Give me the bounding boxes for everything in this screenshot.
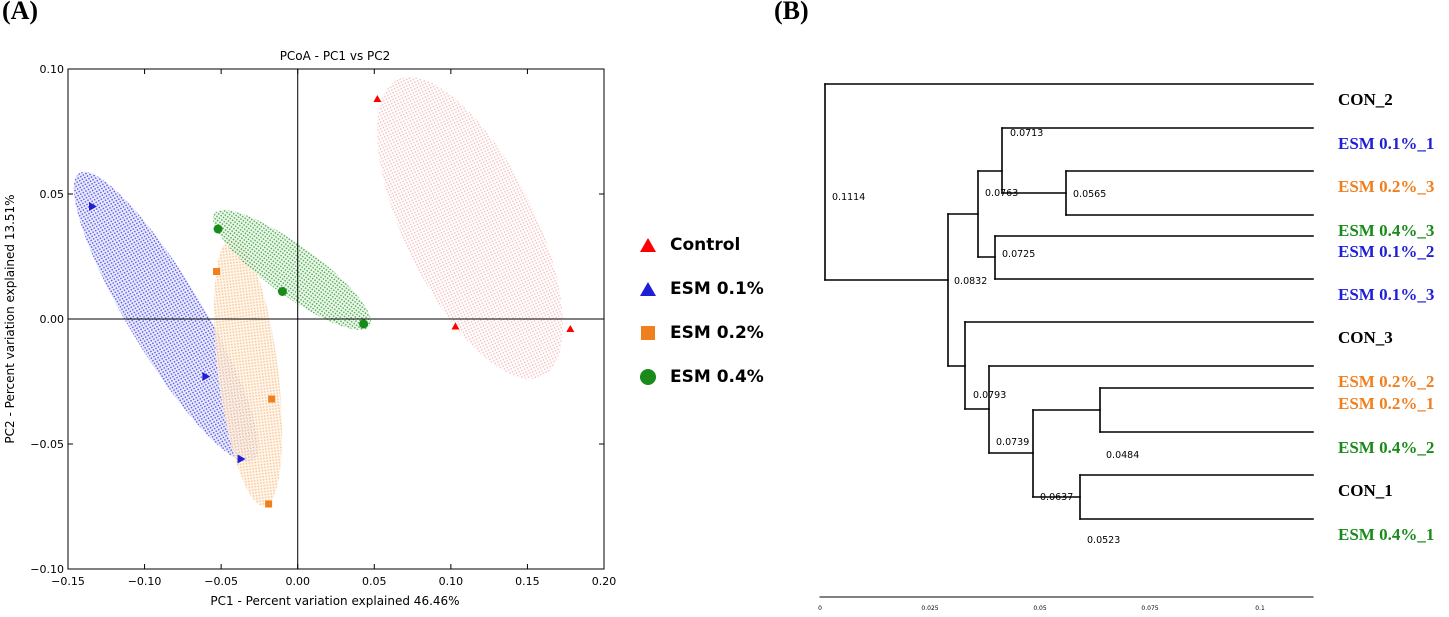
pcoa-xtick-label: 0.20 [592,575,617,588]
pcoa-xtick-label: −0.10 [128,575,162,588]
pcoa-point-esm-0-2- [265,500,273,508]
dendro-leaf-label: CON_1 [1338,481,1393,500]
pcoa-title: PCoA - PC1 vs PC2 [280,49,391,63]
dendro-node-label: 0.0739 [996,437,1029,448]
legend-label-esm02: ESM 0.2% [670,323,764,343]
pcoa-xtick-label: −0.05 [204,575,238,588]
pcoa-point-esm-0-4- [277,287,287,296]
dendro-leaf-label: ESM 0.2%_3 [1338,177,1434,196]
dendro-node-label: 0.0725 [1002,249,1035,260]
pcoa-point-control [451,322,460,330]
esm02-ellipse [213,237,283,507]
panel-label-a: (A) [2,0,39,25]
pcoa-point-esm-0-4- [213,224,223,234]
legend-item-control: Control [638,228,764,262]
panel-label-b: (B) [774,0,809,25]
dendro-node-label: 0.0523 [1087,535,1120,546]
dendrogram: 0.1114 0.0832 0.0763 0.0713 0.0565 0.0725 0.07… [818,83,1434,612]
dendro-node-label: 0.1114 [832,192,865,203]
pcoa-point-esm-0-2- [213,268,221,275]
dendro-leaf-label: CON_3 [1338,328,1393,347]
dendro-node-label: 0.0565 [1073,189,1106,200]
pcoa-point-esm-0-1- [89,202,98,211]
dendro-leaf-label: ESM 0.1%_3 [1338,285,1434,304]
dendro-node-label: 0.0484 [1106,450,1139,461]
legend-label-control: Control [670,235,741,255]
triangle-icon [638,236,660,254]
dendro-xtick-label: 0.05 [1033,605,1047,612]
pcoa-ytick-label: 0.10 [40,63,65,76]
pcoa-xtick-label: 0.10 [439,575,464,588]
pcoa-ytick-label: −0.05 [30,438,64,451]
pcoa-ytick-label: 0.00 [40,313,65,326]
pcoa-xtick-label: 0.05 [362,575,387,588]
dendro-leaf-label: ESM 0.1%_1 [1338,134,1434,153]
control-ellipse [377,76,563,380]
dendro-leaf-label: ESM 0.1%_2 [1338,242,1434,261]
dendro-leaf-label: ESM 0.2%_2 [1338,372,1434,391]
legend-label-esm01: ESM 0.1% [670,279,764,299]
dendro-node-label: 0.0637 [1040,492,1073,503]
dendro-node-label: 0.0793 [973,390,1006,401]
pcoa-xtick-label: −0.15 [51,575,85,588]
dendro-xtick-label: 0.075 [1141,605,1158,612]
dendro-leaf-label: ESM 0.4%_2 [1338,438,1434,457]
square-icon [638,324,660,342]
dendro-xtick-label: 0 [818,605,822,612]
pcoa-legend: Control ESM 0.1% ESM 0.2% ESM 0.4% [638,228,764,404]
pcoa-ytick-label: 0.05 [40,188,65,201]
dendro-leaf-label: ESM 0.2%_1 [1338,394,1434,413]
dendro-xtick-label: 0.1 [1255,605,1265,612]
dendro-node-label: 0.0832 [954,276,987,287]
legend-item-esm04: ESM 0.4% [638,360,764,394]
dendro-leaf-label: ESM 0.4%_3 [1338,221,1434,240]
pcoa-chart: PCoA - PC1 vs PC2 −0.15 −0.10 −0.05 0.00 0.0… [3,49,616,608]
dendro-leaf-label: CON_2 [1338,90,1393,109]
pcoa-ylabel: PC2 - Percent variation explained 13.51% [3,194,17,443]
legend-item-esm01: ESM 0.1% [638,272,764,306]
pcoa-point-control [373,95,382,102]
dendro-leaf-label: ESM 0.4%_1 [1338,525,1434,544]
pcoa-point-esm-0-4- [359,319,369,329]
circle-icon [638,368,660,386]
pcoa-xtick-label: 0.00 [285,575,310,588]
dendro-node-label: 0.0763 [985,188,1018,199]
pcoa-xlabel: PC1 - Percent variation explained 46.46% [210,594,459,608]
pcoa-point-esm-0-1- [237,454,246,464]
triangle-icon [638,280,660,298]
legend-label-esm04: ESM 0.4% [670,367,764,387]
pcoa-point-control [566,325,575,332]
esm04-ellipse [212,210,372,330]
pcoa-ytick-label: −0.10 [30,563,64,576]
pcoa-point-esm-0-2- [268,395,276,403]
pcoa-point-esm-0-1- [202,372,211,381]
dendro-xtick-label: 0.025 [921,605,938,612]
esm01-ellipse [73,171,259,463]
dendro-node-label: 0.0713 [1010,128,1043,139]
legend-item-esm02: ESM 0.2% [638,316,764,350]
pcoa-xtick-label: 0.15 [515,575,540,588]
